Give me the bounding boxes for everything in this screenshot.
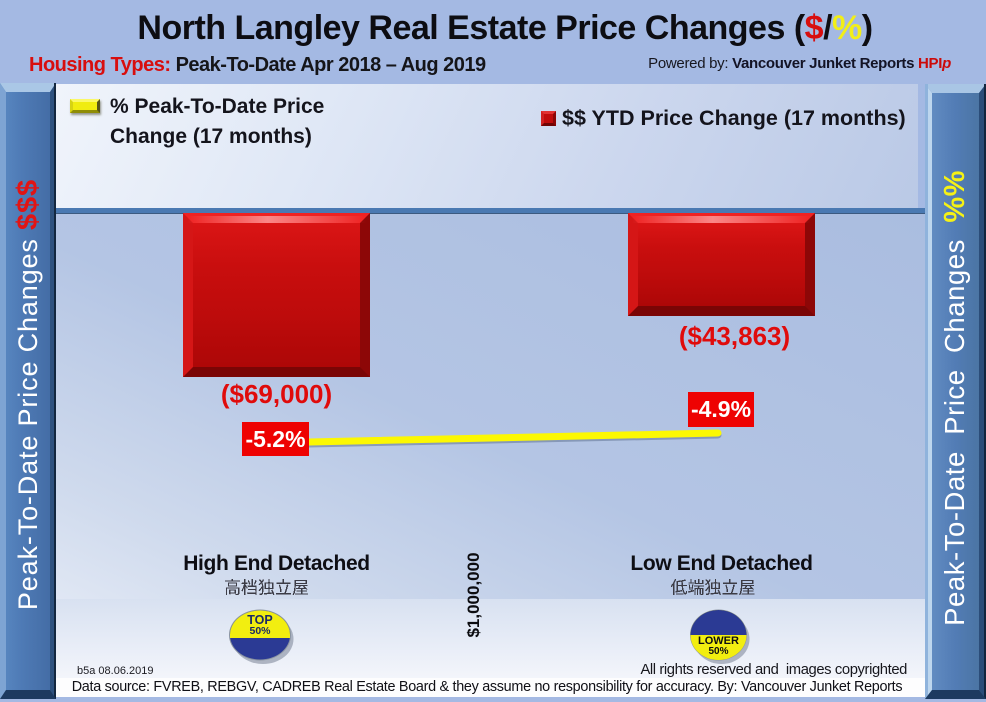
svg-text:50%: 50%: [249, 625, 271, 637]
svg-text:LOWER: LOWER: [698, 635, 739, 647]
svg-text:50%: 50%: [708, 646, 728, 657]
svg-text:TOP: TOP: [247, 613, 272, 627]
